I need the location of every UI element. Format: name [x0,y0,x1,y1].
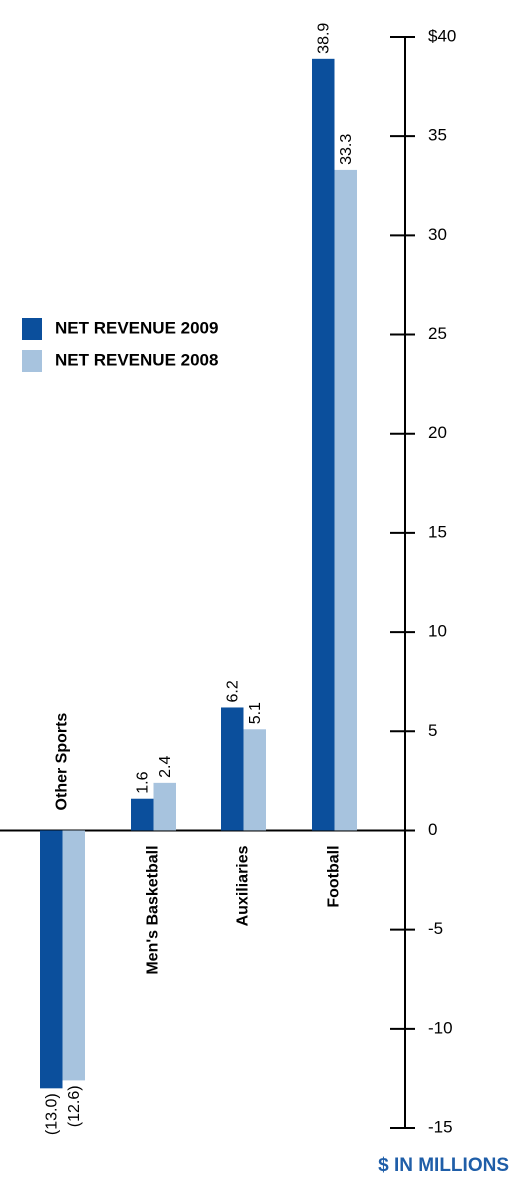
value-label: 1.6 [134,771,151,793]
axis-title: $ IN MILLIONS [378,1155,509,1176]
bar [334,169,357,831]
legend-label: NET REVENUE 2009 [55,318,218,337]
bar [153,782,176,831]
y-tick-label: 30 [428,225,447,244]
y-tick-label: -15 [428,1117,453,1136]
value-label: 38.9 [315,23,332,54]
bar [312,58,335,831]
bar [40,830,63,1089]
legend-swatch [22,350,42,372]
y-tick-label: -10 [428,1018,453,1037]
y-tick-label: 20 [428,423,447,442]
category-label: Auxiliaries [235,845,252,926]
value-label: 33.3 [338,134,355,165]
bar [131,798,154,831]
value-label: (12.6) [66,1085,83,1127]
y-tick-label: 5 [428,721,437,740]
y-tick-label: 15 [428,522,447,541]
y-tick-label: -5 [428,919,443,938]
y-tick-label: 25 [428,324,447,343]
bar [221,707,244,831]
y-tick-label: 35 [428,126,447,145]
category-label: Other Sports [54,713,71,811]
category-label: Football [326,845,343,907]
value-label: 6.2 [224,680,241,702]
legend-swatch [22,318,42,340]
bar [62,830,85,1081]
y-tick-label: 10 [428,622,447,641]
category-label: Men's Basketball [145,845,162,974]
value-label: (13.0) [43,1093,60,1135]
bar [243,729,266,831]
value-label: 5.1 [247,702,264,724]
legend-label: NET REVENUE 2008 [55,350,218,369]
y-tick-label: 0 [428,820,437,839]
value-label: 2.4 [157,756,174,778]
y-tick-label: $40 [428,26,456,45]
